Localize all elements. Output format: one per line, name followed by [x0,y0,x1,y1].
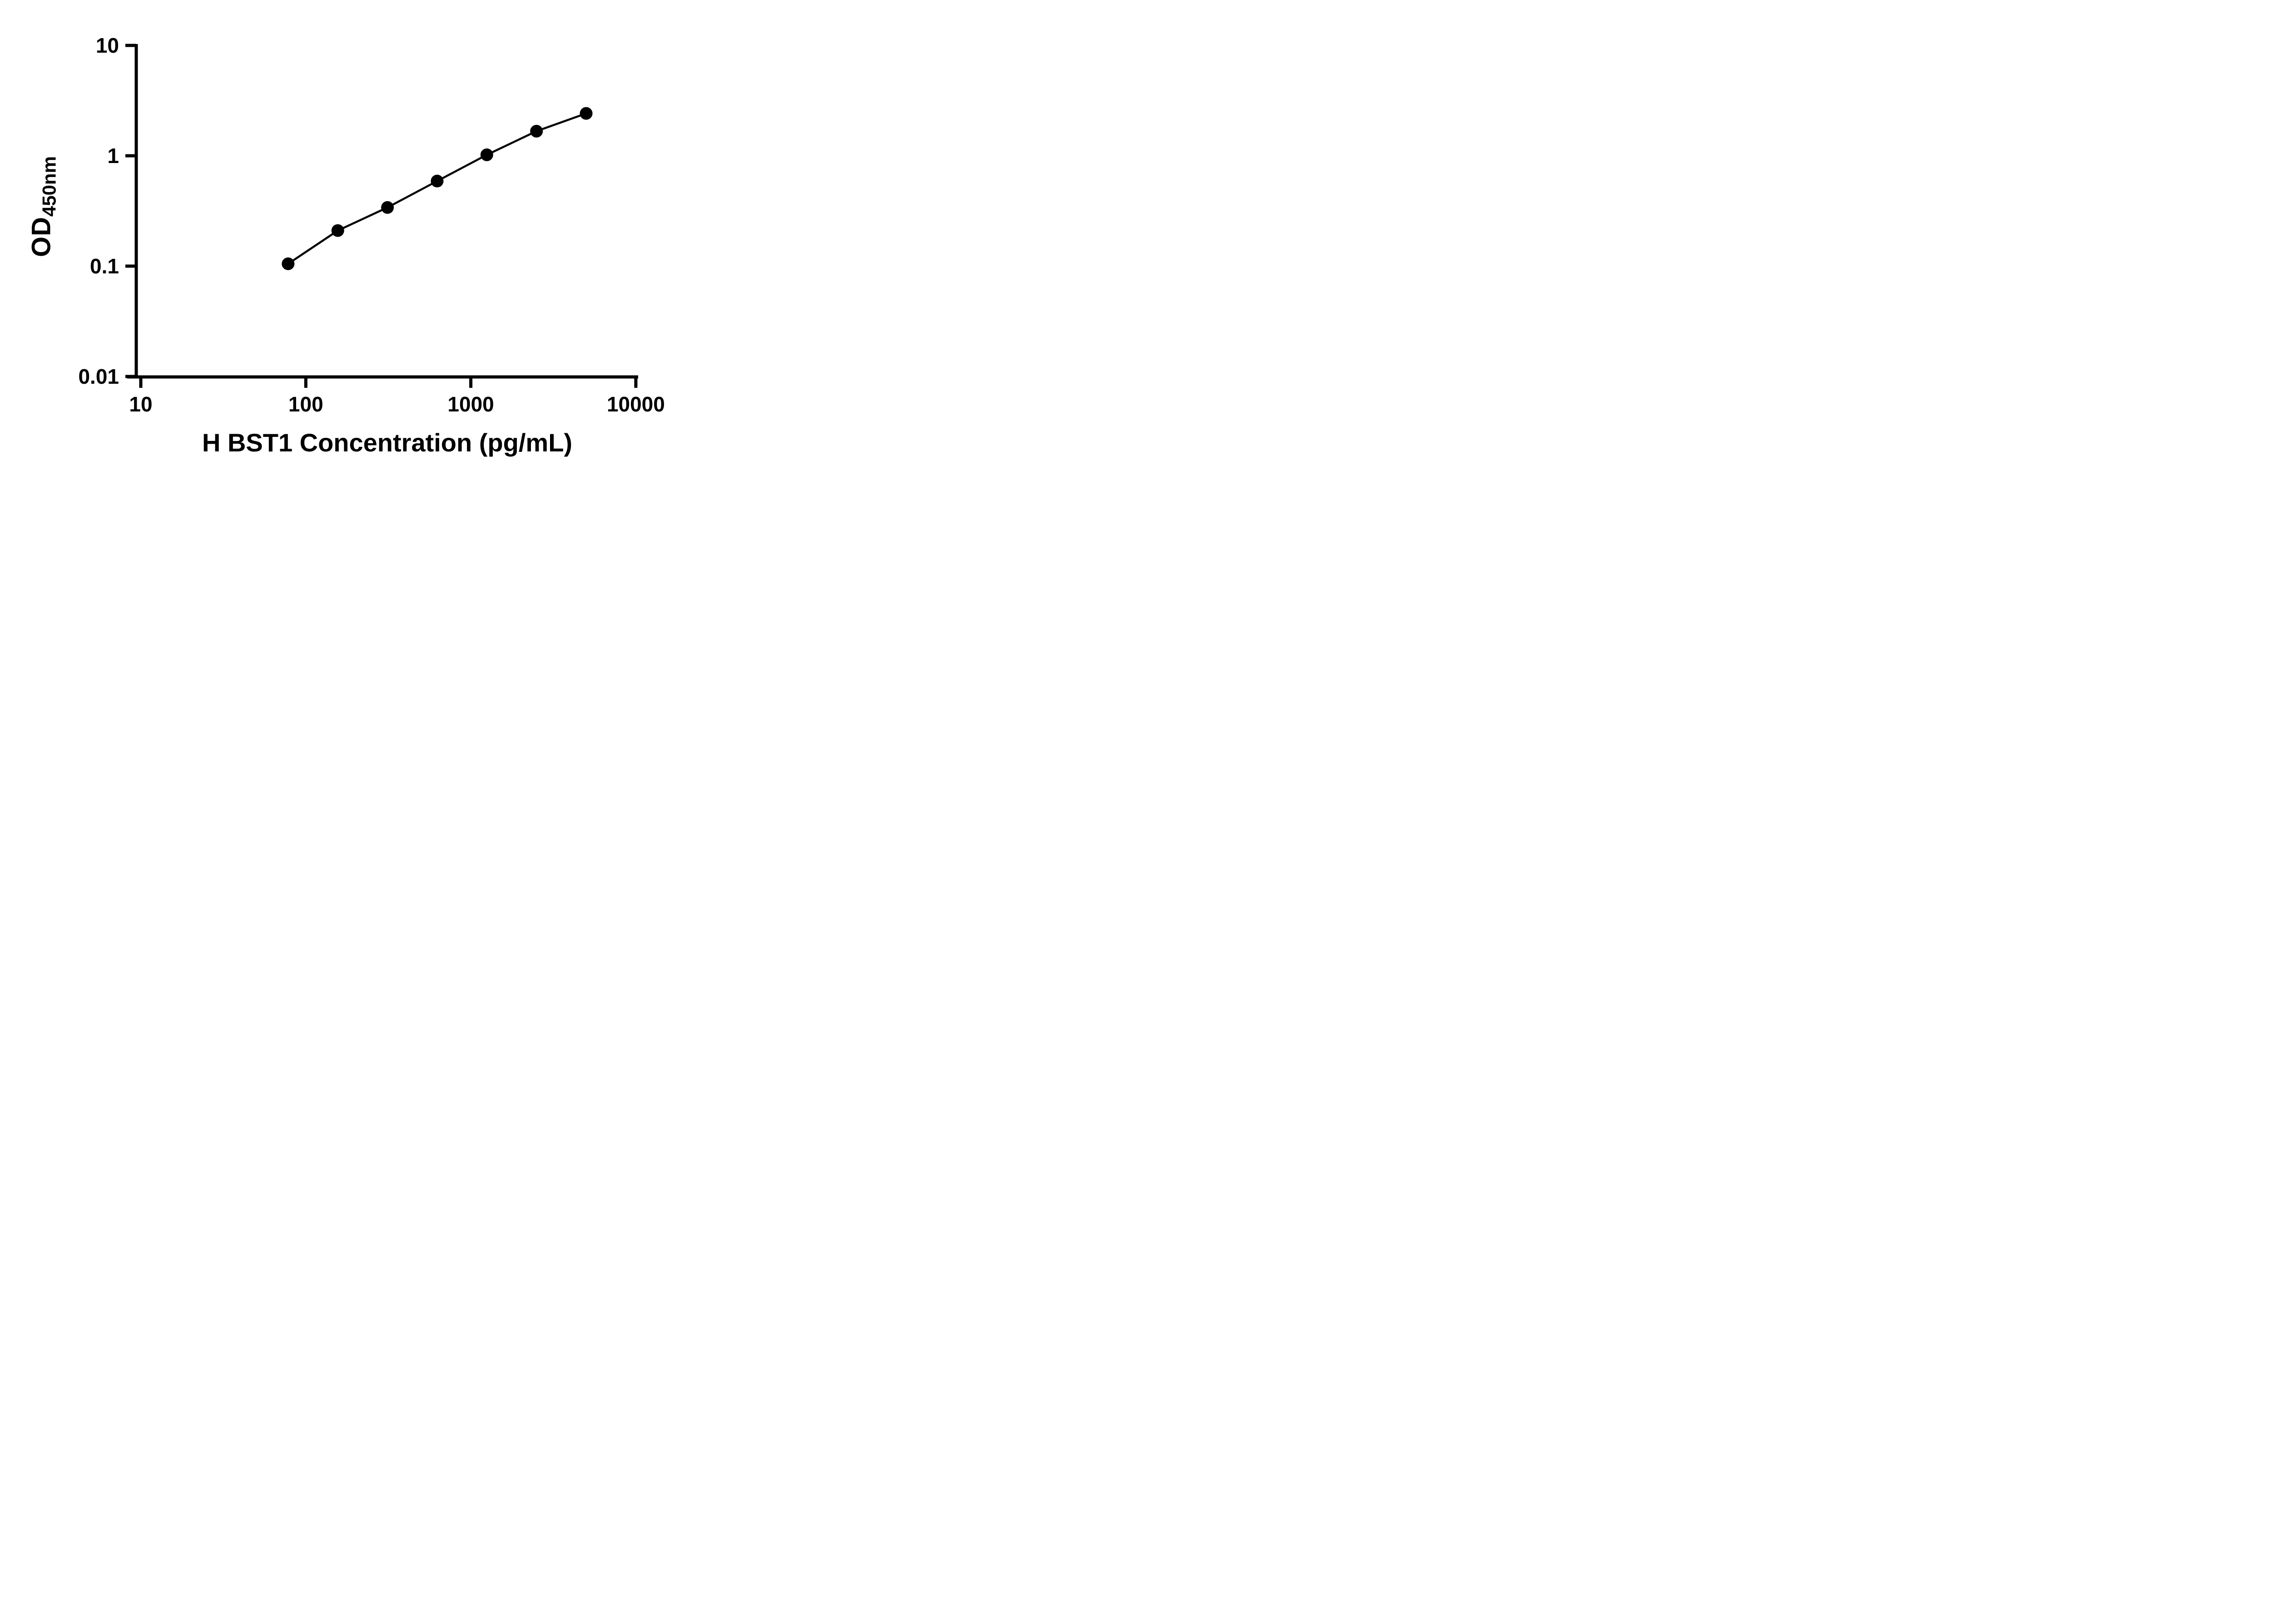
y-tick-label: 0.01 [78,365,119,388]
x-tick-label: 10000 [607,392,665,416]
x-axis-title: H BST1 Concentration (pg/mL) [202,428,573,457]
y-axis-title: OD450nm [26,156,60,257]
data-point [381,201,394,214]
data-point [331,224,344,237]
x-tick-label: 100 [288,392,323,416]
x-tick-label: 10 [129,392,152,416]
y-axis-title-subscript: 450nm [38,156,60,217]
y-tick-label: 1 [107,144,119,168]
data-point [530,124,543,138]
data-point [282,257,295,270]
data-point [580,107,593,120]
standard-curve-figure: 0.01 0.1 1 10 10 100 1000 10000 OD450nm H BST1 … [0,0,704,487]
data-point [431,174,444,188]
y-tick-label: 10 [96,34,119,57]
y-tick-label: 0.1 [90,254,119,278]
y-axis-title-main: OD [26,217,56,257]
chart-canvas: 0.01 0.1 1 10 10 100 1000 10000 [78,34,665,416]
data-point [480,148,493,161]
x-tick-label: 1000 [447,392,494,416]
standard-curve-line [288,112,587,265]
